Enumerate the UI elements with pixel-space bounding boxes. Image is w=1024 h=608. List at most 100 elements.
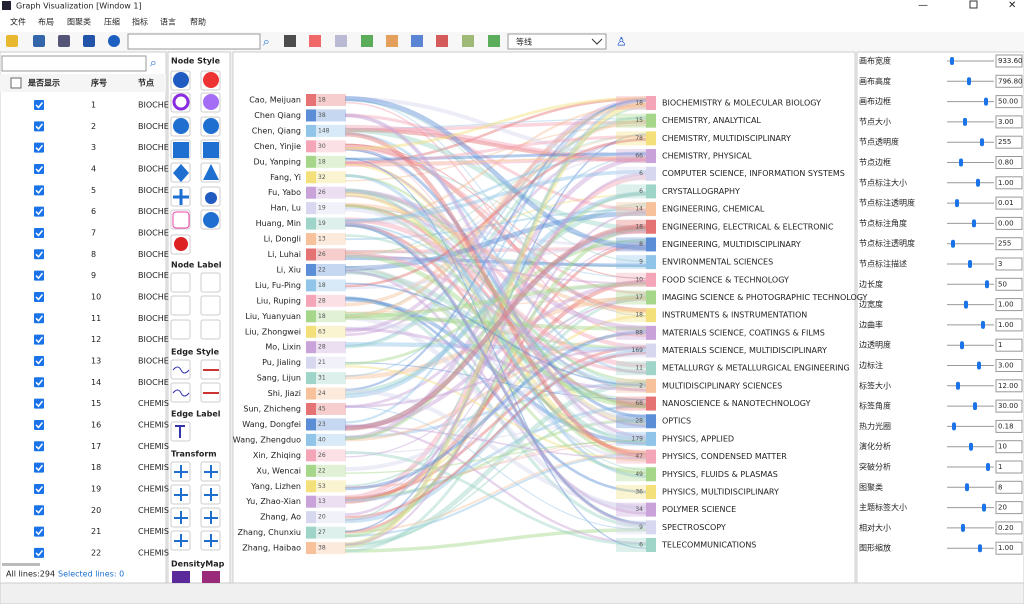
setting-input[interactable] [995,460,1023,474]
setting-input[interactable] [995,399,1023,413]
slider-thumb[interactable] [985,280,989,289]
slider-thumb[interactable] [976,178,980,187]
toolbar-button[interactable] [462,35,474,47]
row-checkbox[interactable] [34,483,44,494]
maximize[interactable] [969,0,978,9]
slider-thumb[interactable] [969,442,973,451]
right-node[interactable] [646,219,656,234]
row-checkbox[interactable] [34,100,44,110]
toolbar-button[interactable] [83,35,95,47]
right-node[interactable] [646,361,656,376]
left-node[interactable] [306,325,316,338]
right-node[interactable] [646,378,656,393]
slider-thumb[interactable] [959,158,963,167]
right-node[interactable] [646,343,656,358]
setting-input[interactable] [995,115,1023,129]
slider-thumb[interactable] [963,117,967,126]
slider-thumb[interactable] [967,77,971,86]
right-node[interactable] [646,113,656,128]
right-node[interactable] [646,184,656,199]
toolbar-button[interactable] [58,35,70,47]
row-checkbox[interactable] [34,142,44,153]
left-node[interactable] [306,403,316,415]
palette-button[interactable] [170,272,191,293]
slider-thumb[interactable] [964,300,968,309]
right-node[interactable] [646,538,656,552]
left-node[interactable] [306,155,316,168]
setting-input[interactable] [995,338,1023,352]
left-node[interactable] [306,186,316,199]
right-node[interactable] [646,237,656,252]
toolbar-button[interactable] [33,35,45,47]
right-node[interactable] [646,149,656,164]
search-button[interactable]: ⌕ [150,56,157,70]
left-node[interactable] [306,202,316,215]
row-checkbox[interactable] [34,270,44,281]
row-checkbox[interactable] [34,419,44,430]
right-node[interactable] [646,202,656,217]
left-node[interactable] [306,233,316,246]
toolbar-button[interactable] [108,35,120,47]
left-node[interactable] [306,310,316,323]
slider-thumb[interactable] [965,483,969,492]
right-node[interactable] [646,520,656,535]
row-checkbox[interactable] [34,441,44,452]
setting-input[interactable] [995,480,1023,494]
slider-thumb[interactable] [973,402,977,411]
row-checkbox[interactable] [34,462,44,473]
menu-item[interactable]: 压缩 [104,17,120,27]
setting-input[interactable] [995,379,1023,393]
right-node[interactable] [646,272,656,287]
palette-button[interactable] [200,272,221,293]
toolbar-button[interactable] [284,35,296,47]
left-node[interactable] [306,248,316,261]
menu-item[interactable]: 语言 [160,17,176,27]
menu-item[interactable]: 指标 [132,17,148,27]
table-filter[interactable] [1,55,147,72]
right-node[interactable] [646,414,656,429]
left-node[interactable] [306,433,316,446]
left-node[interactable] [306,372,316,385]
left-node[interactable] [306,217,316,230]
toolbar-button[interactable] [309,35,321,47]
palette-button[interactable] [200,319,221,340]
left-node[interactable] [306,542,316,555]
toolbar-button[interactable] [6,35,18,47]
right-node[interactable] [646,467,656,482]
slider-thumb[interactable] [984,97,988,106]
toolbar-button[interactable] [386,35,398,47]
toolbar-button[interactable] [436,35,448,47]
right-node[interactable] [646,255,656,270]
density-icon[interactable] [172,571,190,583]
slider-thumb[interactable] [960,341,964,350]
slider-thumb[interactable] [952,422,956,431]
row-checkbox[interactable] [34,185,44,196]
toolbar-button[interactable] [488,35,500,47]
slider-thumb[interactable] [968,260,972,268]
density-icon[interactable] [202,571,220,583]
setting-input[interactable] [995,318,1023,332]
right-node[interactable] [646,449,656,464]
slider-thumb[interactable] [982,503,986,512]
right-node[interactable] [646,396,656,411]
setting-input[interactable] [995,135,1023,149]
toolbar-button[interactable]: ♙ [616,35,627,49]
right-node[interactable] [646,290,656,305]
right-node[interactable] [646,484,656,499]
right-node[interactable] [646,325,656,340]
row-checkbox[interactable] [34,121,44,132]
row-checkbox[interactable] [34,547,44,558]
row-checkbox[interactable] [34,249,44,260]
slider-thumb[interactable] [972,219,976,228]
right-node[interactable] [646,166,656,181]
row-checkbox[interactable] [34,313,44,324]
row-checkbox[interactable] [34,355,44,366]
setting-input[interactable] [995,501,1023,515]
left-node[interactable] [306,387,316,400]
slider-thumb[interactable] [986,463,990,471]
setting-input[interactable] [995,277,1023,291]
palette-button[interactable] [200,295,221,316]
toolbar-button[interactable] [361,35,373,47]
left-node[interactable] [306,124,316,137]
search-input[interactable] [127,33,261,50]
